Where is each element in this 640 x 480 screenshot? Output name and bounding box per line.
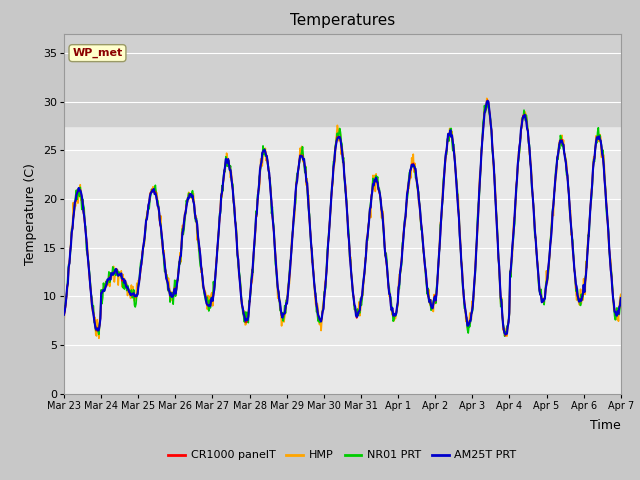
Legend: CR1000 panelT, HMP, NR01 PRT, AM25T PRT: CR1000 panelT, HMP, NR01 PRT, AM25T PRT xyxy=(164,446,521,465)
X-axis label: Time: Time xyxy=(590,419,621,432)
Y-axis label: Temperature (C): Temperature (C) xyxy=(24,163,37,264)
Bar xyxy=(64,34,621,126)
Title: Temperatures: Temperatures xyxy=(290,13,395,28)
Text: WP_met: WP_met xyxy=(72,48,123,58)
